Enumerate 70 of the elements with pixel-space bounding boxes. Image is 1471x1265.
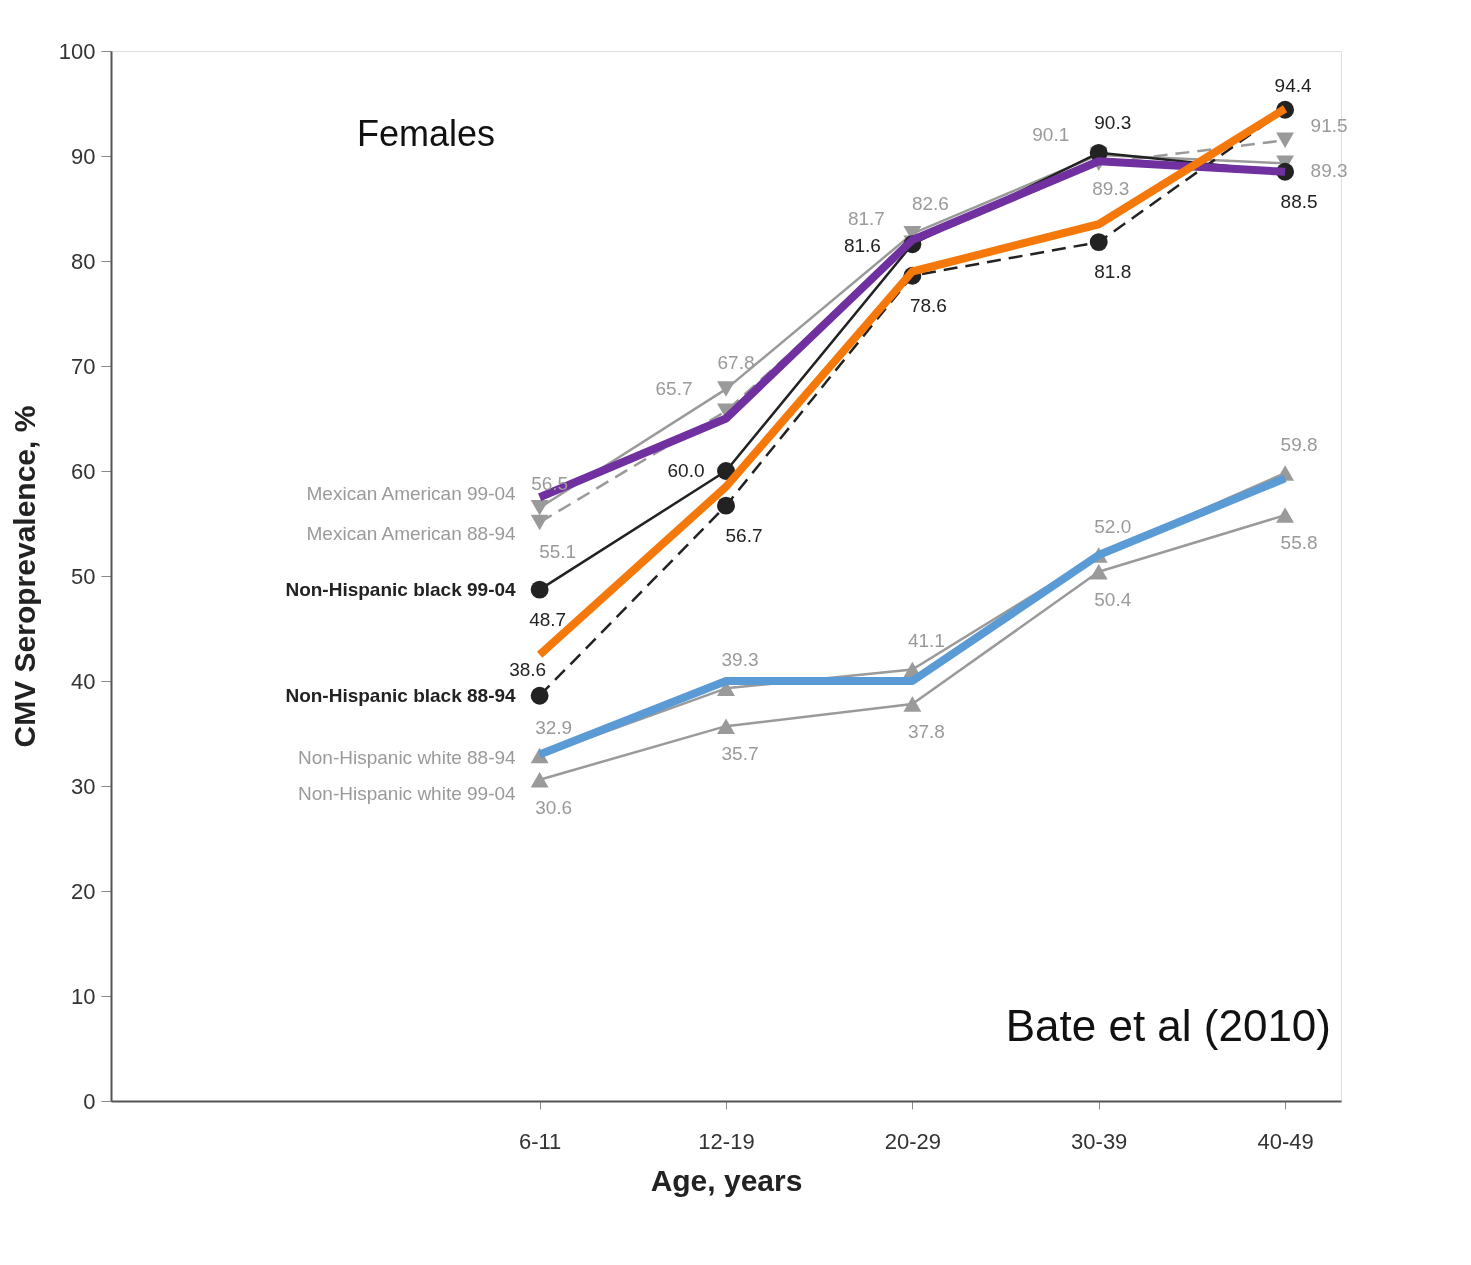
point [903,696,922,712]
data-label: 89.3 [1310,160,1348,182]
annotation: Bate et al (2010) [1005,1000,1331,1050]
annotation: Females [357,113,496,154]
point [530,580,549,599]
data-label: 81.6 [843,235,881,257]
point [530,686,549,705]
data-label: 56.5 [531,472,569,494]
data-label: 50.4 [1094,588,1132,610]
data-label: 32.9 [535,716,573,738]
data-label: 65.7 [655,378,693,400]
y-tick-label: 70 [71,353,96,379]
series-label: Mexican American 99-04 [306,482,517,504]
x-tick-label: 40-49 [1257,1128,1314,1154]
point [1276,507,1295,523]
point [530,500,549,516]
series-label: Non-Hispanic black 99-04 [285,578,517,600]
data-label: 94.4 [1274,74,1313,96]
data-label: 30.6 [535,796,573,818]
series-label: Non-Hispanic black 88-94 [285,684,517,706]
data-label: 67.8 [717,352,755,374]
data-label: 39.3 [721,649,759,671]
data-label: 59.8 [1280,434,1318,456]
y-tick-label: 80 [71,248,96,274]
data-label: 35.7 [721,743,759,765]
x-axis-title: Age, years [650,1163,803,1197]
y-tick-label: 60 [71,458,96,484]
series-label: Non-Hispanic white 88-94 [298,746,517,768]
y-axis-title: CMV Seroprevalence, % [7,405,41,748]
y-tick-label: 40 [71,668,96,694]
point [717,496,735,515]
y-tick-label: 50 [71,563,96,589]
data-label: 81.7 [847,208,885,230]
data-label: 90.1 [1032,123,1070,145]
data-label: 81.8 [1094,261,1132,283]
y-tick-label: 30 [71,773,96,799]
y-tick-label: 90 [71,143,96,169]
data-label: 88.5 [1280,190,1318,212]
data-label: 38.6 [509,658,547,680]
point [530,771,549,788]
y-tick-label: 10 [71,983,96,1009]
point [717,381,735,397]
data-label: 89.3 [1092,178,1130,200]
point [530,514,549,531]
data-label: 60.0 [667,460,705,481]
data-label: 55.8 [1280,532,1318,554]
point [717,462,735,480]
y-tick-label: 20 [71,878,96,904]
data-label: 82.6 [911,192,949,214]
data-label: 90.3 [1094,111,1132,133]
point [1089,233,1108,252]
x-tick-label: 20-29 [884,1128,941,1154]
x-tick-label: 6-11 [518,1128,562,1154]
data-label: 48.7 [529,608,567,630]
data-label: 56.7 [725,524,763,546]
y-tick-label: 0 [83,1088,96,1114]
x-tick-label: 30-39 [1071,1128,1128,1154]
series-label: Non-Hispanic white 99-04 [298,782,517,804]
point [717,718,735,734]
data-label: 52.0 [1094,516,1132,537]
point [1276,132,1295,148]
series-label: Mexican American 88-94 [306,523,517,545]
data-label: 78.6 [909,294,947,316]
x-tick-label: 12-19 [698,1128,755,1154]
point [1089,564,1108,580]
y-tick-label: 100 [58,38,96,64]
data-label: 91.5 [1310,115,1348,137]
data-label: 41.1 [907,630,945,652]
data-label: 55.1 [539,541,577,563]
data-label: 37.8 [907,721,945,743]
